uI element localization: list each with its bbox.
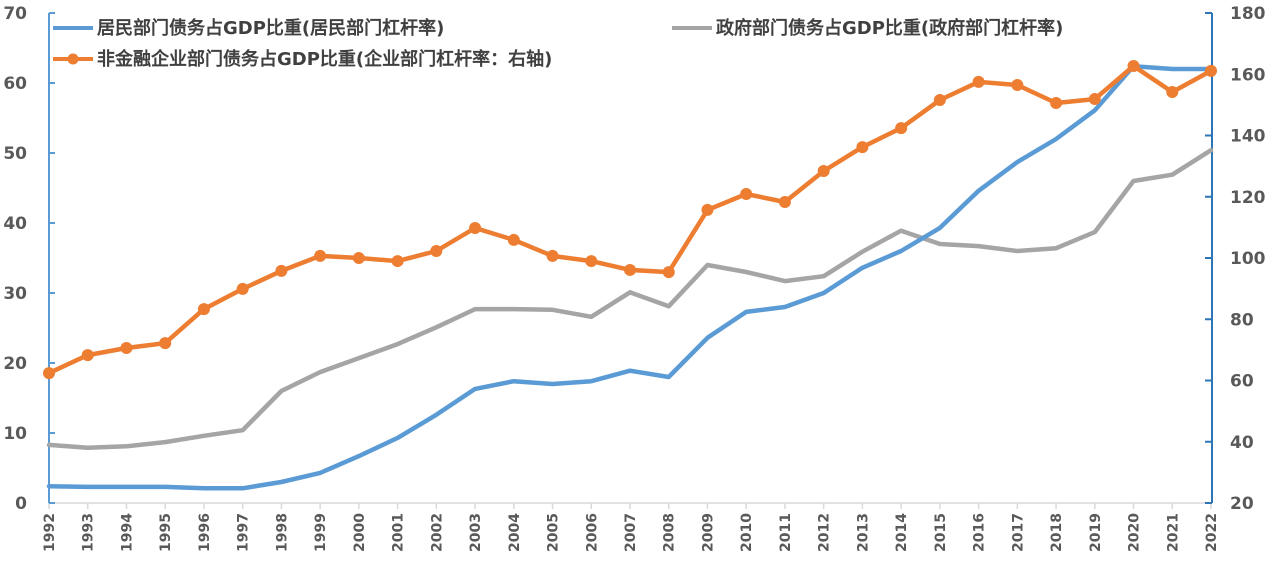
left-axis-tick-label: 10: [3, 424, 27, 444]
data-point-corporate: [1166, 86, 1179, 99]
series-line-household: [46, 63, 1214, 491]
legend: 居民部门债务占GDP比重(居民部门杠杆率) 非金融企业部门债务占GDP比重(企业…: [53, 17, 1063, 70]
right-axis-tick-label: 20: [1230, 494, 1254, 514]
x-tick-label: 2008: [662, 513, 678, 552]
x-tick-label: 1993: [81, 513, 97, 552]
x-tick-label: 2005: [546, 513, 562, 552]
x-tick-label: 2018: [1049, 513, 1065, 552]
right-axis-tick-label: 40: [1230, 433, 1254, 453]
x-tick-label: 2010: [739, 513, 755, 552]
x-tick-label: 2002: [429, 513, 445, 552]
data-point-corporate: [197, 303, 210, 316]
data-point-corporate: [352, 252, 365, 264]
legend-label-corporate: 非金融企业部门债务占GDP比重(企业部门杠杆率：右轴): [97, 48, 552, 70]
data-point-corporate: [507, 233, 520, 246]
data-point-corporate: [662, 266, 675, 279]
legend-item-corporate[interactable]: 非金融企业部门债务占GDP比重(企业部门杠杆率：右轴): [53, 48, 552, 70]
series-layer: [43, 59, 1217, 491]
data-point-corporate: [585, 255, 598, 268]
x-tick-label: 2012: [817, 513, 833, 552]
right-axis-tick-label: 100: [1230, 249, 1266, 269]
x-tick-label: 2004: [507, 513, 523, 552]
left-axis-tick-label: 0: [15, 494, 27, 514]
data-point-corporate: [430, 244, 443, 257]
x-tick-label: 2015: [933, 513, 949, 552]
right-axis-tick-label: 60: [1230, 372, 1254, 392]
x-tick-label: 2019: [1088, 513, 1104, 552]
right-axis-tick-label: 180: [1230, 4, 1266, 24]
data-point-corporate: [120, 342, 133, 355]
data-point-corporate: [391, 255, 404, 268]
x-tick-label: 2009: [700, 513, 716, 552]
left-axis-tick-label: 70: [3, 4, 27, 24]
legend-label-household: 居民部门债务占GDP比重(居民部门杠杆率): [97, 17, 444, 39]
x-tick-label: 2000: [352, 513, 368, 552]
right-axis-tick-label: 140: [1230, 127, 1266, 147]
data-point-corporate: [314, 249, 327, 262]
legend-marker-corporate: [67, 53, 79, 65]
data-point-corporate: [275, 264, 288, 277]
data-point-corporate: [701, 203, 714, 216]
x-tick-label: 1996: [197, 513, 213, 552]
x-tick-label: 1992: [42, 513, 58, 552]
left-axis-tick-label: 40: [3, 214, 27, 234]
left-axis-tick-label: 60: [3, 74, 27, 94]
x-tick-label: 1998: [274, 513, 290, 552]
data-point-corporate: [1050, 97, 1063, 110]
x-tick-label: 2020: [1127, 513, 1143, 552]
x-tick-label: 2022: [1204, 513, 1220, 552]
axes: 1992 1993 1994 1995 1996 1997 1998 1999 2000 2001…: [3, 4, 1265, 552]
x-tick-label: 1994: [119, 513, 135, 552]
x-tick-label: 2001: [391, 513, 407, 552]
right-axis-tick-label: 160: [1230, 65, 1266, 85]
x-tick-label: 1997: [236, 513, 252, 552]
data-point-corporate: [1205, 64, 1217, 77]
legend-label-government: 政府部门债务占GDP比重(政府部门杠杆率): [716, 17, 1063, 39]
data-point-corporate: [81, 349, 94, 362]
x-tick-label: 2021: [1165, 513, 1181, 552]
right-axis-tick-label: 80: [1230, 310, 1254, 330]
data-point-corporate: [546, 249, 559, 262]
x-tick-label: 2017: [1010, 513, 1026, 552]
data-point-corporate: [778, 195, 791, 208]
data-point-corporate: [43, 367, 55, 380]
left-axis-tick-label: 50: [3, 144, 27, 164]
legend-item-household[interactable]: 居民部门债务占GDP比重(居民部门杠杆率): [53, 17, 444, 39]
x-tick-label: 2013: [855, 513, 871, 552]
x-tick-label: 1995: [158, 513, 174, 552]
data-point-corporate: [624, 263, 636, 276]
left-axis-tick-label: 20: [3, 354, 27, 374]
data-point-corporate: [895, 122, 908, 135]
x-tick-label: 2003: [468, 513, 484, 552]
left-axis-tick-label: 30: [3, 284, 27, 304]
data-point-corporate: [236, 282, 249, 295]
legend-item-government[interactable]: 政府部门债务占GDP比重(政府部门杠杆率): [672, 17, 1063, 39]
data-point-corporate: [740, 187, 753, 200]
data-point-corporate: [469, 221, 482, 234]
data-point-corporate: [1127, 59, 1140, 72]
x-tick-label: 1999: [313, 513, 329, 552]
x-tick-label: 2006: [584, 513, 600, 552]
x-tick-label: 2016: [972, 513, 988, 552]
data-point-corporate: [159, 337, 172, 350]
x-tick-label: 2011: [778, 513, 794, 552]
data-point-corporate: [1011, 78, 1024, 91]
x-tick-label: 2007: [623, 513, 639, 552]
data-point-corporate: [933, 93, 946, 106]
data-point-corporate: [1088, 93, 1101, 106]
right-axis-tick-label: 120: [1230, 188, 1266, 208]
data-point-corporate: [817, 165, 830, 178]
series-line-corporate: [46, 63, 1214, 376]
series-line-government: [46, 147, 1214, 450]
x-tick-label: 2014: [894, 513, 910, 552]
data-point-corporate: [972, 75, 985, 88]
data-point-corporate: [856, 141, 869, 154]
